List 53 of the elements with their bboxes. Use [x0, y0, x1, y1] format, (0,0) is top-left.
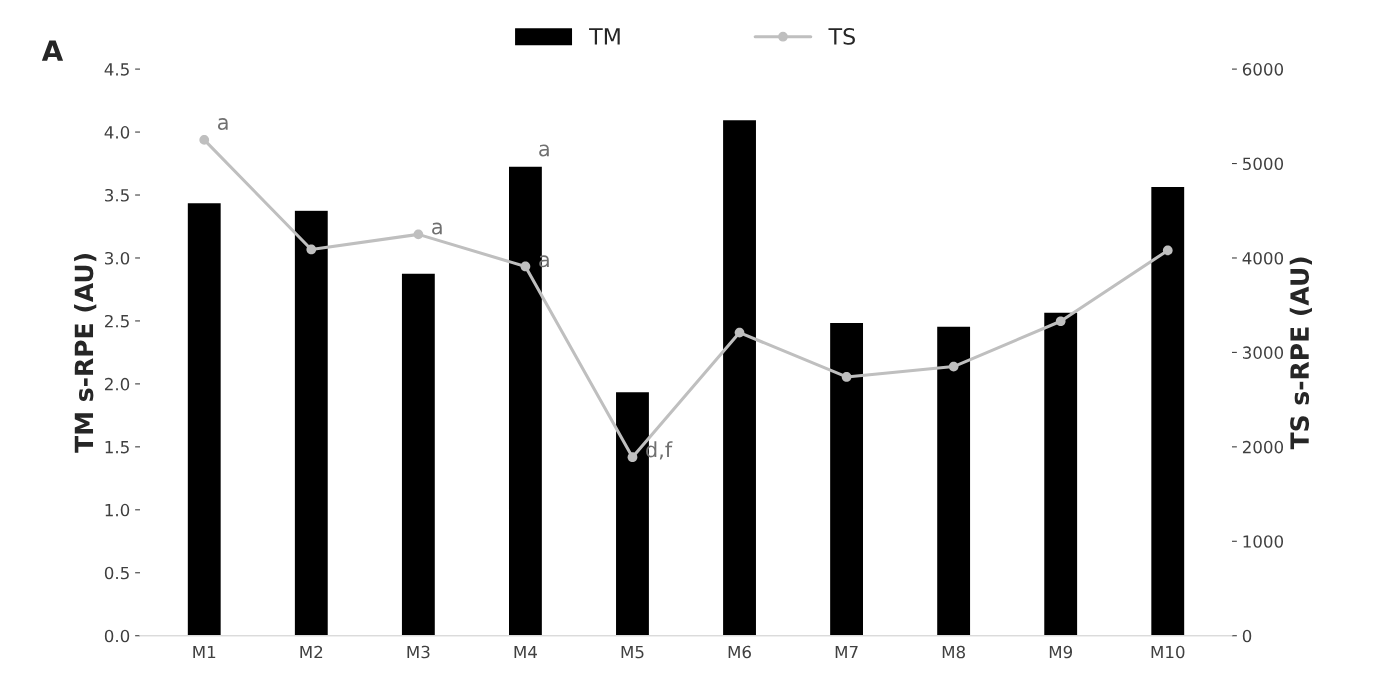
y-axis-title: TM s-RPE (AU)	[74, 254, 97, 453]
chart-title: A	[41, 40, 64, 61]
y-tick-label: 1.0	[105, 503, 130, 517]
x-tick-label: M8	[942, 645, 965, 659]
x-tick-label: M6	[728, 645, 751, 659]
y-tick-label: 4.5	[104, 63, 129, 76]
x-tick-label: M5	[621, 645, 644, 659]
x-tick-label: M10	[1151, 645, 1185, 659]
point	[948, 361, 959, 372]
point	[627, 452, 638, 463]
bar	[1042, 311, 1079, 636]
annotation: a	[539, 144, 549, 157]
y2-tick-label: 2000	[1242, 440, 1284, 454]
point	[199, 135, 210, 145]
annotation: a	[432, 222, 442, 235]
x-tick-label: M4	[514, 645, 537, 659]
bar	[721, 118, 758, 636]
x-tick-label: M2	[300, 645, 323, 659]
point	[413, 229, 424, 240]
y2-tick-label: 5000	[1243, 157, 1284, 171]
y2-tick-label: 4000	[1242, 251, 1284, 265]
point	[520, 261, 531, 272]
x-tick-label: M7	[835, 645, 858, 659]
bar	[293, 209, 330, 636]
y2-tick-label: 1000	[1243, 535, 1284, 548]
y-tick-label: 3.0	[105, 251, 130, 265]
x-tick-label: M1	[193, 645, 216, 659]
y2-tick-label: 3000	[1242, 346, 1284, 359]
legend-label: TM	[589, 28, 620, 45]
point	[734, 327, 745, 338]
y2-axis-title: TS s-RPE (AU)	[1289, 257, 1312, 450]
y-tick-label: 4.0	[104, 126, 130, 139]
x-tick-label: M3	[407, 645, 430, 659]
bar	[1149, 185, 1186, 636]
legend-label: TS	[828, 27, 855, 45]
y-tick-label: 0.5	[104, 566, 129, 580]
point	[306, 244, 317, 255]
annotation: a	[217, 118, 228, 131]
y-tick-label: 2.0	[104, 377, 130, 391]
point	[1055, 316, 1066, 327]
bar	[828, 321, 865, 636]
y-tick-label: 0.0	[104, 629, 130, 643]
y2-tick-label: 0	[1242, 629, 1252, 643]
bar	[400, 272, 437, 636]
y-tick-label: 3.5	[105, 188, 129, 202]
point	[841, 372, 852, 382]
point	[1162, 245, 1173, 256]
y-tick-label: 2.5	[104, 314, 129, 328]
x-tick-label: M9	[1049, 645, 1073, 659]
bar	[935, 325, 972, 636]
y2-tick-label: 6000	[1242, 63, 1284, 76]
bar	[186, 201, 223, 636]
y-tick-label: 1.5	[105, 441, 129, 454]
